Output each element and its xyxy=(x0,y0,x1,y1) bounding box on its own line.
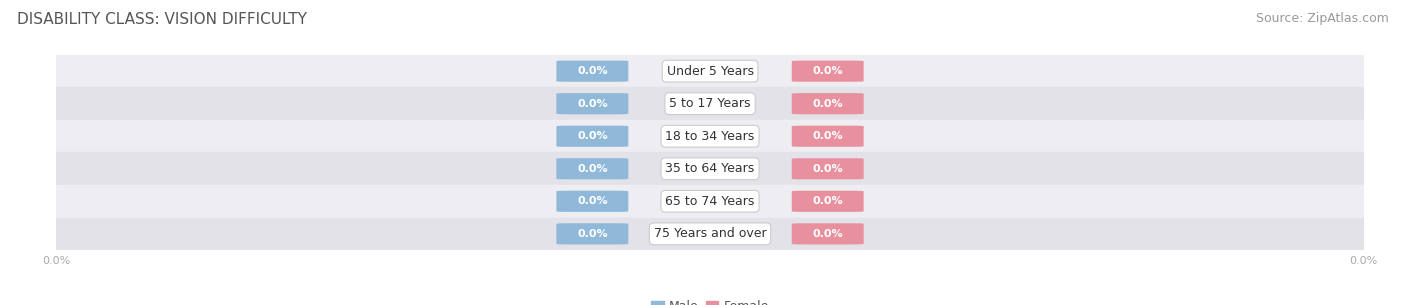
FancyBboxPatch shape xyxy=(792,223,863,244)
Text: 0.0%: 0.0% xyxy=(576,196,607,206)
FancyBboxPatch shape xyxy=(557,223,628,244)
Bar xyxy=(56,120,1364,152)
FancyBboxPatch shape xyxy=(792,126,863,147)
Bar xyxy=(56,217,1364,250)
Text: 0.0%: 0.0% xyxy=(813,196,844,206)
Text: 0.0%: 0.0% xyxy=(813,229,844,239)
Text: 5 to 17 Years: 5 to 17 Years xyxy=(669,97,751,110)
Legend: Male, Female: Male, Female xyxy=(647,295,773,305)
Text: 0.0%: 0.0% xyxy=(576,164,607,174)
FancyBboxPatch shape xyxy=(792,191,863,212)
FancyBboxPatch shape xyxy=(557,191,628,212)
Text: 0.0%: 0.0% xyxy=(813,164,844,174)
Bar xyxy=(56,185,1364,217)
Bar xyxy=(56,152,1364,185)
Bar xyxy=(56,55,1364,88)
FancyBboxPatch shape xyxy=(557,126,628,147)
Text: 0.0%: 0.0% xyxy=(576,131,607,141)
FancyBboxPatch shape xyxy=(557,158,628,179)
Text: 0.0%: 0.0% xyxy=(813,131,844,141)
Text: 0.0%: 0.0% xyxy=(576,99,607,109)
Text: 0.0%: 0.0% xyxy=(576,66,607,76)
FancyBboxPatch shape xyxy=(792,61,863,82)
Text: Source: ZipAtlas.com: Source: ZipAtlas.com xyxy=(1256,12,1389,25)
Text: DISABILITY CLASS: VISION DIFFICULTY: DISABILITY CLASS: VISION DIFFICULTY xyxy=(17,12,307,27)
Text: 18 to 34 Years: 18 to 34 Years xyxy=(665,130,755,143)
Text: 65 to 74 Years: 65 to 74 Years xyxy=(665,195,755,208)
Text: 35 to 64 Years: 35 to 64 Years xyxy=(665,162,755,175)
Text: 0.0%: 0.0% xyxy=(813,99,844,109)
FancyBboxPatch shape xyxy=(792,158,863,179)
FancyBboxPatch shape xyxy=(557,61,628,82)
FancyBboxPatch shape xyxy=(792,93,863,114)
Text: 75 Years and over: 75 Years and over xyxy=(654,227,766,240)
Bar xyxy=(56,88,1364,120)
FancyBboxPatch shape xyxy=(557,93,628,114)
Text: Under 5 Years: Under 5 Years xyxy=(666,65,754,78)
Text: 0.0%: 0.0% xyxy=(576,229,607,239)
Text: 0.0%: 0.0% xyxy=(813,66,844,76)
